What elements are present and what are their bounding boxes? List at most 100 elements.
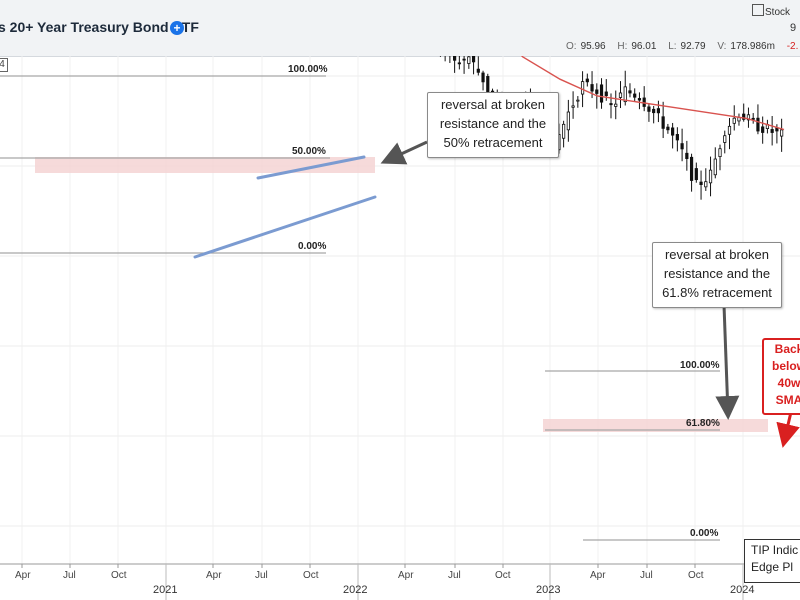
price-bar-body [694, 168, 698, 181]
price-bar-body [671, 127, 675, 136]
tip-line: TIP Indic [751, 543, 799, 557]
header-partial-value: 9 [790, 22, 797, 34]
price-bar-body [467, 56, 471, 64]
x-tick-jul: Jul [448, 570, 461, 581]
price-bar-body [675, 134, 679, 141]
high-value: 96.01 [631, 41, 657, 52]
price-bar-body [566, 111, 570, 131]
annotation-line: SMA [775, 393, 800, 407]
x-tick-jul: Jul [640, 570, 653, 581]
trendline-upper [256, 155, 366, 180]
fib2-100-label: 100.00% [680, 360, 720, 371]
price-bar-body [599, 84, 604, 103]
price-bar-body [656, 108, 661, 114]
price-bar-body [723, 135, 727, 143]
x-tick-apr: Apr [15, 570, 31, 581]
price-bar-body [680, 143, 684, 150]
price-bar-body [780, 129, 784, 137]
fib2-618-label: 61.80% [686, 418, 720, 429]
price-bar-body [486, 76, 490, 94]
top-left-tag: 4 [0, 58, 8, 72]
logo-icon [752, 4, 764, 16]
fib2-0-label: 0.00% [690, 528, 719, 539]
price-bar-body [685, 152, 689, 159]
price-bar-body [585, 78, 589, 83]
x-tick-oct: Oct [111, 570, 127, 581]
price-bar-body [761, 126, 765, 133]
resistance-zone [35, 157, 375, 173]
price-chart-svg [0, 56, 800, 600]
price-bar-body [609, 103, 613, 106]
sma-40w-line [520, 56, 785, 131]
add-symbol-icon[interactable]: + [170, 21, 184, 35]
price-bar-body [614, 103, 618, 107]
price-bar-body [476, 68, 480, 73]
price-bar-body [571, 105, 575, 108]
resistance-zone [543, 419, 768, 432]
volume-value: 178.986m [730, 41, 775, 52]
price-bar-body [647, 106, 651, 112]
annotation-line: 61.8% retracement [662, 285, 772, 300]
x-tick-apr: Apr [398, 570, 414, 581]
trendline-lower [193, 195, 377, 259]
price-chart-area[interactable]: reversal at broken resistance and the 50… [0, 56, 800, 600]
price-bar-body [652, 108, 656, 114]
x-tick-apr: Apr [590, 570, 606, 581]
annotation-line: below [771, 359, 800, 373]
volume-key: V: [717, 41, 727, 52]
x-tick-apr: Apr [206, 570, 222, 581]
price-bar-body [746, 114, 751, 121]
x-tick-year: 2022 [343, 584, 368, 596]
chart-title: s 20+ Year Treasury Bond ETF [0, 19, 199, 35]
price-bar-body [618, 92, 623, 98]
price-bar-body [742, 113, 746, 120]
ohlc-readout: O: 95.96 H: 96.01 L: 92.79 V: 178.986m -2. [566, 41, 798, 52]
change-value: -2. [786, 41, 799, 52]
price-bar-body [666, 126, 670, 131]
x-tick-oct: Oct [303, 570, 319, 581]
annotation-line: Back [774, 342, 800, 356]
price-bar-body [590, 84, 594, 92]
logo-text: Stock [765, 7, 791, 18]
tip-indicator-box[interactable]: TIP Indic Edge Pl [744, 539, 800, 583]
price-bar-body [704, 181, 708, 188]
price-bar-body [732, 117, 736, 124]
price-bar-body [661, 116, 665, 129]
price-bar-body [689, 156, 694, 181]
price-bar-body [699, 181, 703, 185]
open-key: O: [566, 41, 577, 52]
low-value: 92.79 [680, 41, 706, 52]
price-bar-body [471, 56, 476, 63]
price-bar-body [637, 98, 642, 101]
high-key: H: [617, 41, 628, 52]
price-bar-body [623, 86, 627, 103]
annotation-line: reversal at broken [440, 97, 546, 112]
price-bar-body [718, 148, 722, 157]
price-bar-body [708, 169, 713, 184]
price-bar-body [481, 72, 485, 83]
fib1-100-label: 100.00% [288, 64, 328, 75]
price-bar-body [604, 91, 608, 97]
price-bar-body [457, 62, 461, 65]
price-bar-body [751, 117, 755, 120]
x-tick-oct: Oct [688, 570, 704, 581]
annotation-line: reversal at broken [664, 247, 770, 262]
price-bar-body [453, 56, 457, 61]
price-bar-body [595, 89, 599, 94]
x-tick-year: 2021 [153, 584, 178, 596]
annotation-line: 50% retracement [443, 135, 543, 150]
x-tick-year: 2023 [536, 584, 561, 596]
price-bar-body [727, 125, 732, 135]
price-bar-body [562, 123, 566, 139]
tip-line: Edge Pl [751, 560, 794, 574]
x-tick-oct: Oct [495, 570, 511, 581]
fib1-50-label: 50.00% [292, 146, 326, 157]
price-bar-body [633, 93, 637, 98]
x-tick-year: 2024 [730, 584, 755, 596]
alert-arrow [776, 411, 800, 448]
stockcharts-logo: Stock [752, 4, 790, 18]
annotation-50-retracement: reversal at broken resistance and the 50… [427, 92, 559, 158]
annotation-arrow [380, 140, 428, 165]
chart-header: s 20+ Year Treasury Bond ETF + Stock 9 O… [0, 0, 800, 57]
annotation-618-retracement: reversal at broken resistance and the 61… [652, 242, 782, 308]
